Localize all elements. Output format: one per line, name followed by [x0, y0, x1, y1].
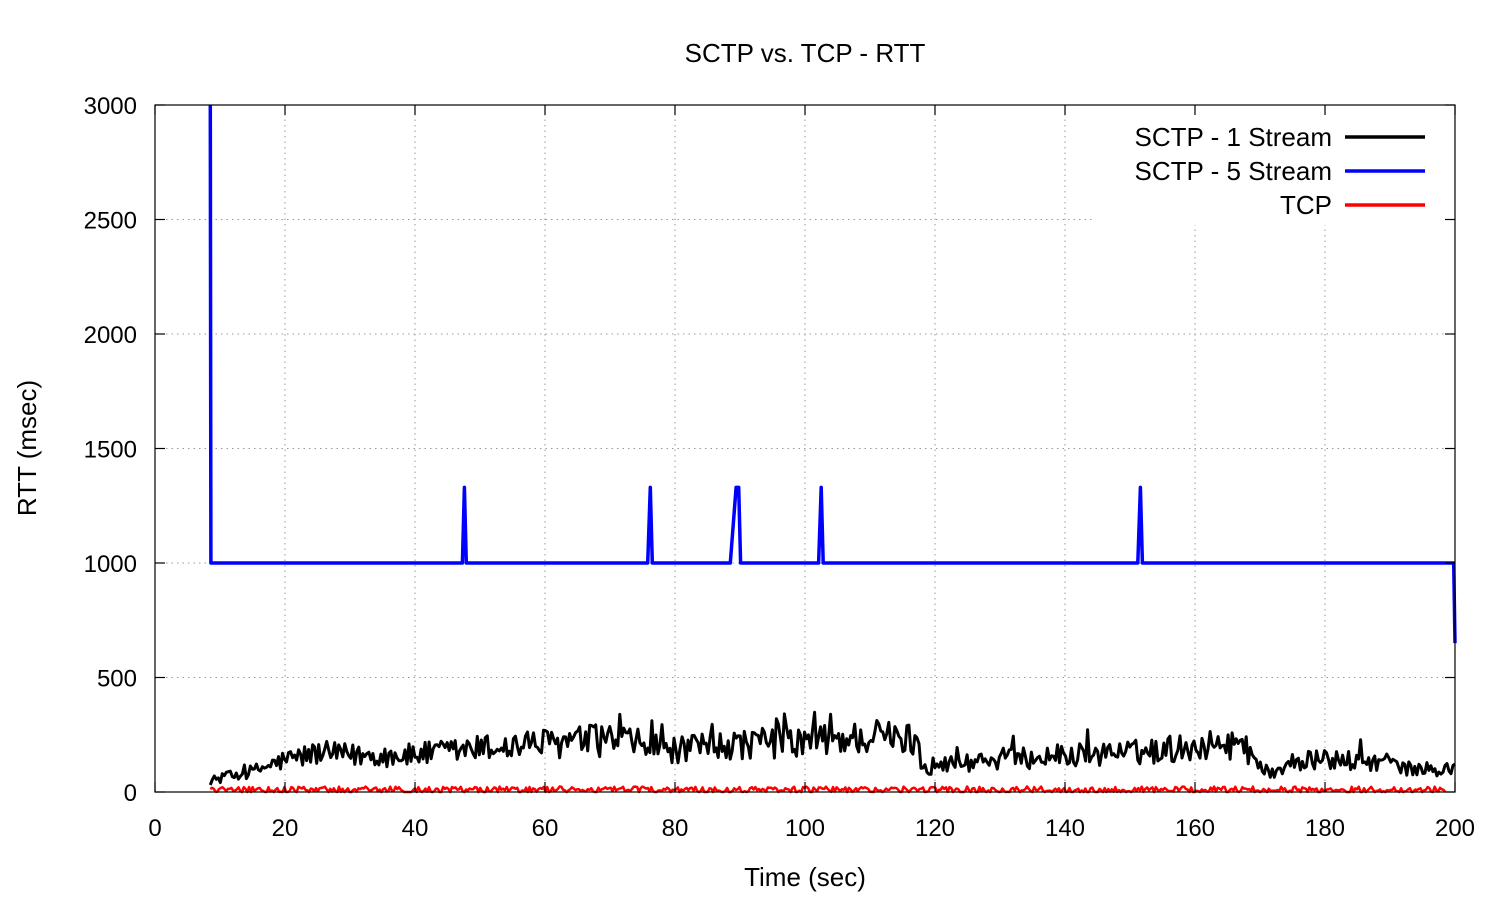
y-tick-label: 500: [97, 666, 137, 693]
legend: SCTP - 1 Stream SCTP - 5 Stream TCP: [1135, 122, 1425, 220]
x-tick-label: 0: [148, 815, 161, 842]
x-tick-label: 60: [532, 815, 559, 842]
series-sctp-5-stream-line: [208, 104, 1457, 644]
x-axis-label: Time (sec): [744, 862, 866, 892]
grid-lines: [155, 105, 1455, 792]
legend-label: SCTP - 1 Stream: [1135, 122, 1332, 152]
y-tick-label: 1000: [84, 551, 137, 578]
x-tick-label: 120: [915, 815, 955, 842]
x-tick-label: 80: [662, 815, 689, 842]
x-tick-label: 180: [1305, 815, 1345, 842]
y-tick-label: 2500: [84, 208, 137, 235]
y-tick-label: 1500: [84, 437, 137, 464]
series-sctp-1-stream-line: [208, 710, 1456, 786]
legend-label: TCP: [1280, 190, 1332, 220]
x-tick-label: 100: [785, 815, 825, 842]
series-tcp-line: [209, 785, 1447, 794]
x-tick-label: 40: [402, 815, 429, 842]
x-tick-label: 200: [1435, 815, 1475, 842]
y-tick-label: 2000: [84, 322, 137, 349]
x-tick-label: 140: [1045, 815, 1085, 842]
x-tick-label: 160: [1175, 815, 1215, 842]
x-tick-label: 20: [272, 815, 299, 842]
y-axis-label: RTT (msec): [12, 380, 42, 516]
axis-ticks: 0 20 40 60 80 100 120 140 160 180 2000500100015002…: [84, 93, 1475, 842]
chart-title: SCTP vs. TCP - RTT: [685, 38, 926, 68]
legend-label: SCTP - 5 Stream: [1135, 156, 1332, 186]
y-tick-label: 0: [124, 780, 137, 807]
y-tick-label: 3000: [84, 93, 137, 120]
